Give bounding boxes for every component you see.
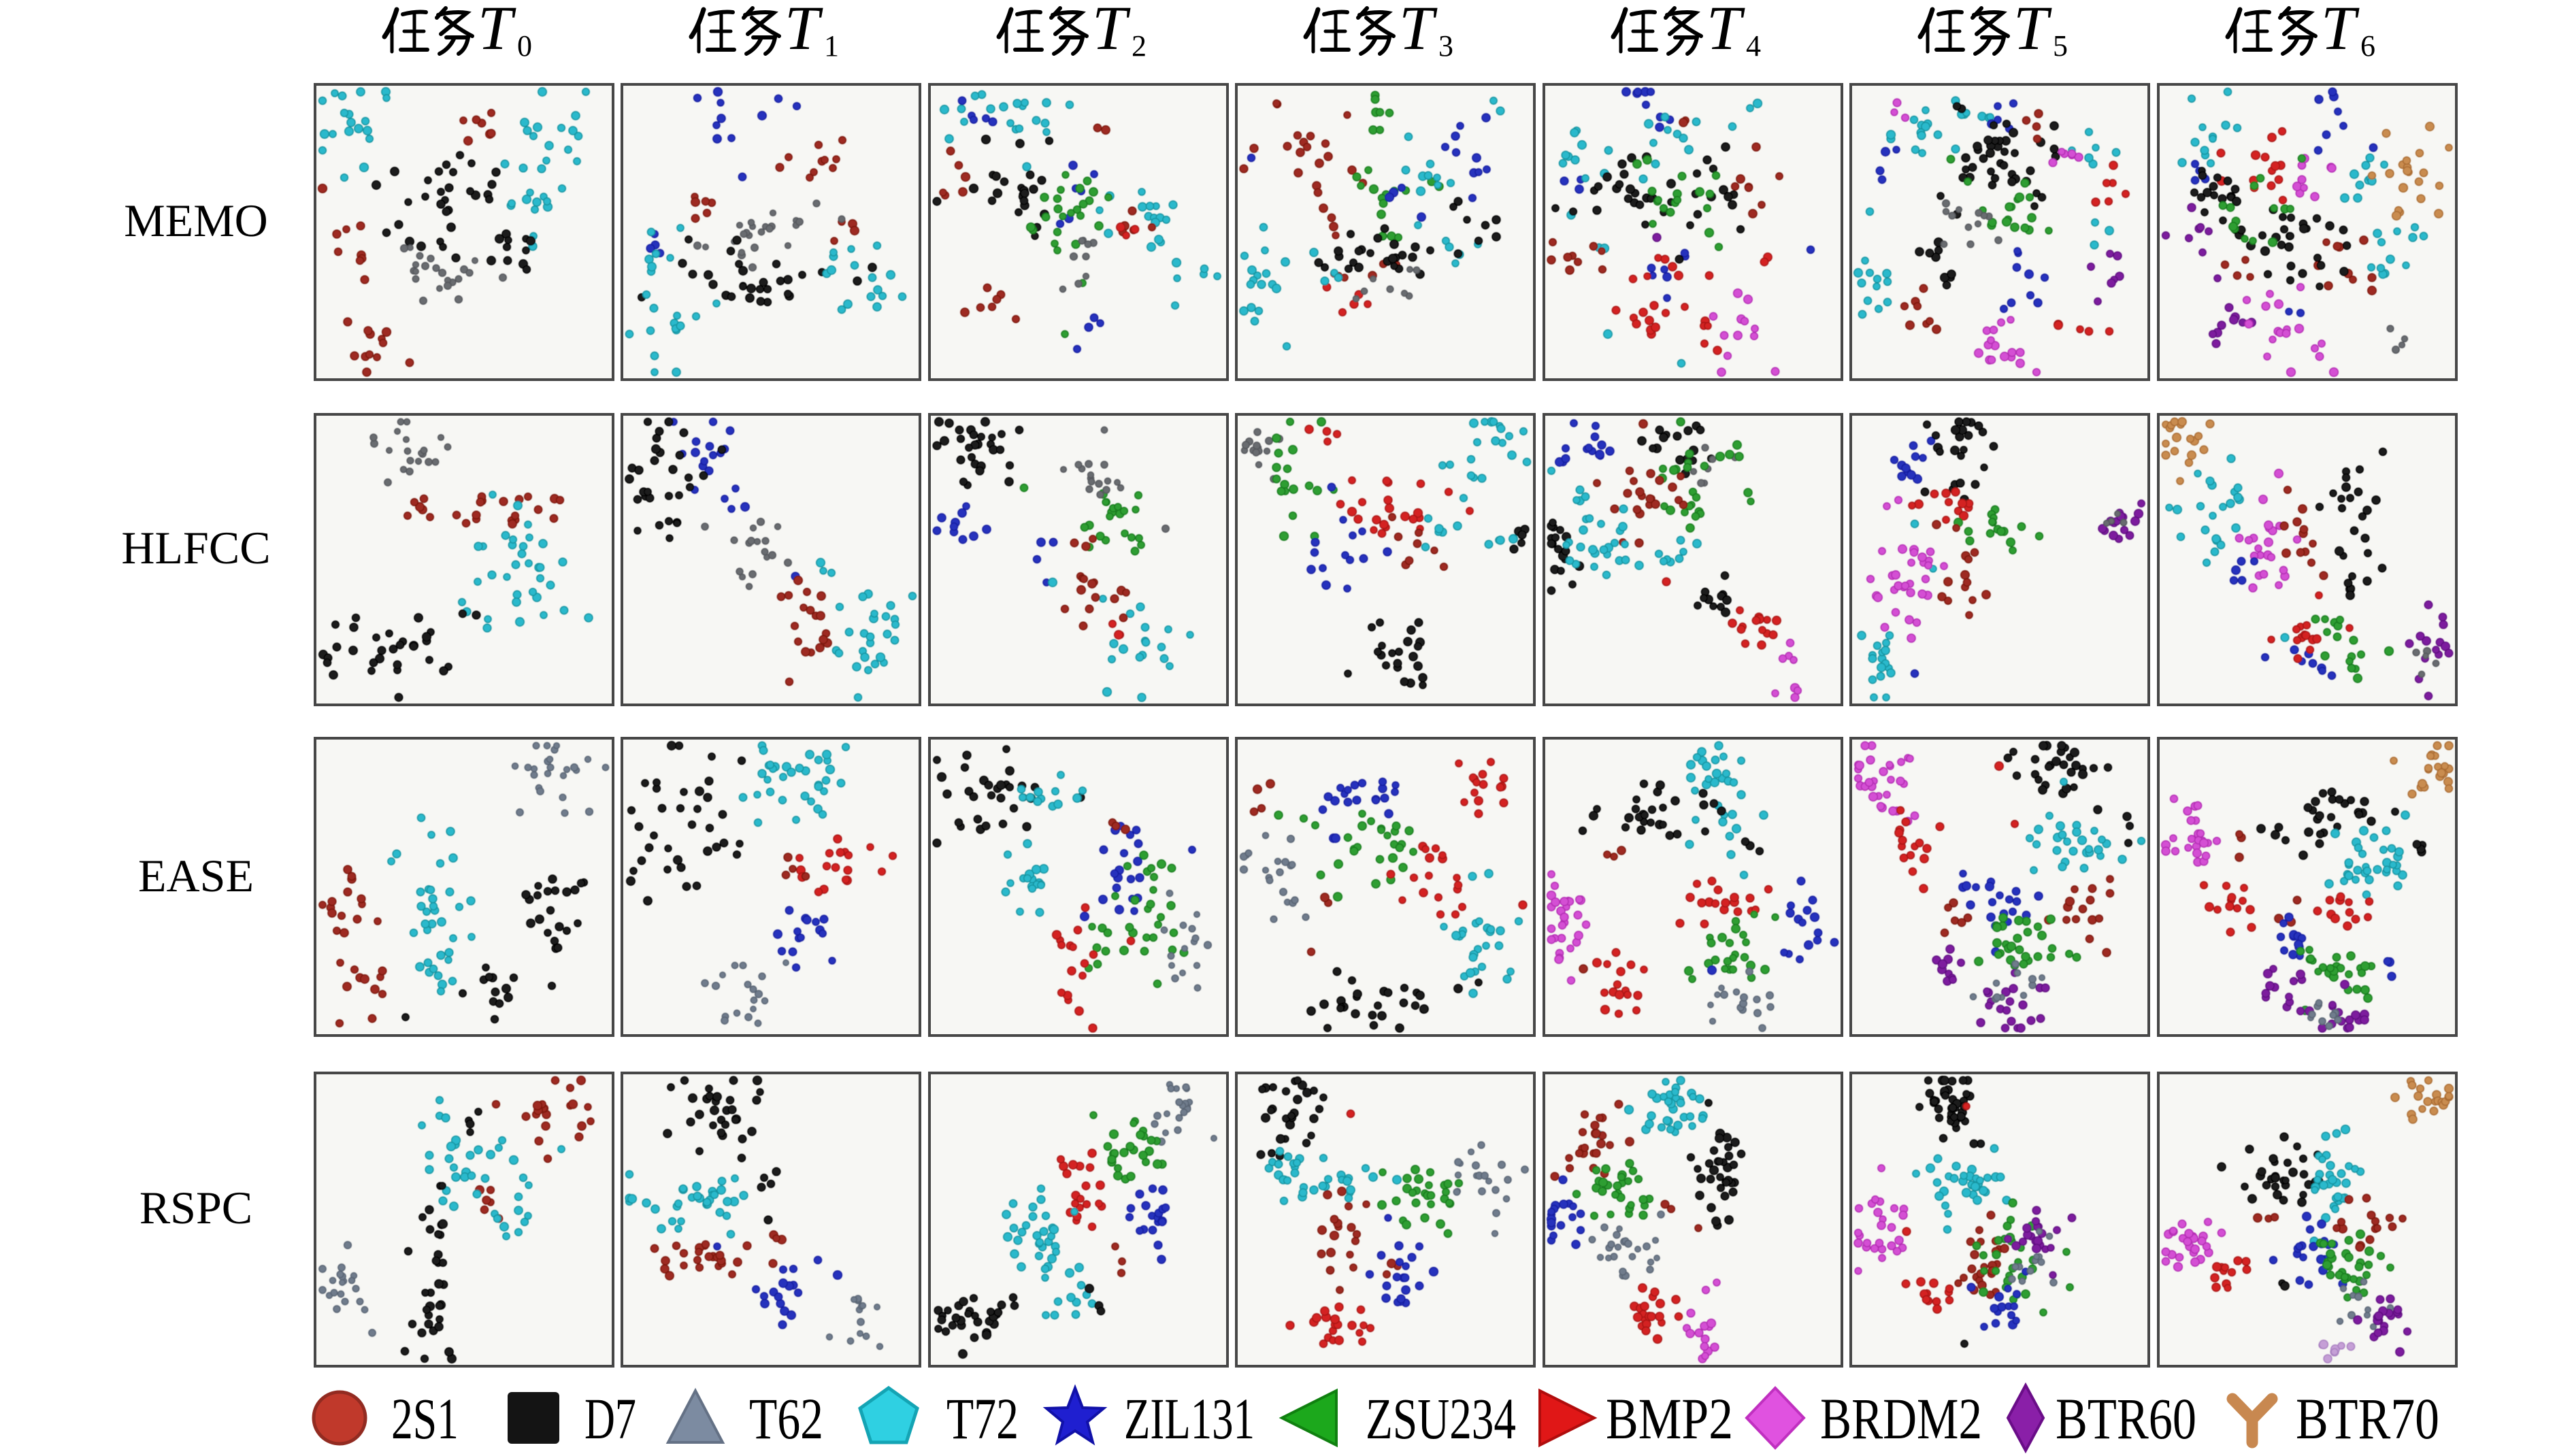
svg-text:T: T — [478, 0, 516, 63]
svg-text:BTR60: BTR60 — [2056, 1386, 2196, 1451]
svg-text:T62: T62 — [749, 1386, 823, 1451]
svg-text:D7: D7 — [584, 1386, 636, 1451]
svg-text:T: T — [1399, 0, 1438, 63]
svg-text:ZSU234: ZSU234 — [1366, 1386, 1516, 1451]
svg-text:4: 4 — [1746, 29, 1761, 63]
svg-text:1: 1 — [824, 29, 839, 63]
svg-text:RSPC: RSPC — [139, 1182, 252, 1234]
svg-text:BTR70: BTR70 — [2296, 1386, 2439, 1451]
svg-text:T: T — [2013, 0, 2052, 63]
svg-text:BMP2: BMP2 — [1606, 1386, 1733, 1451]
svg-text:T: T — [1092, 0, 1131, 63]
svg-text:5: 5 — [2053, 29, 2068, 63]
svg-text:T: T — [1707, 0, 1745, 63]
svg-text:MEMO: MEMO — [124, 195, 268, 246]
svg-text:ZIL131: ZIL131 — [1124, 1386, 1255, 1451]
svg-text:6: 6 — [2360, 29, 2375, 63]
svg-text:3: 3 — [1438, 29, 1453, 63]
svg-text:T: T — [2321, 0, 2360, 63]
svg-text:2S1: 2S1 — [391, 1386, 459, 1451]
svg-text:0: 0 — [517, 29, 532, 63]
svg-text:EASE: EASE — [138, 850, 254, 901]
svg-text:HLFCC: HLFCC — [121, 522, 270, 574]
svg-text:BRDM2: BRDM2 — [1820, 1386, 1982, 1451]
svg-text:2: 2 — [1132, 29, 1147, 63]
svg-text:T: T — [785, 0, 823, 63]
svg-text:T72: T72 — [946, 1386, 1019, 1451]
